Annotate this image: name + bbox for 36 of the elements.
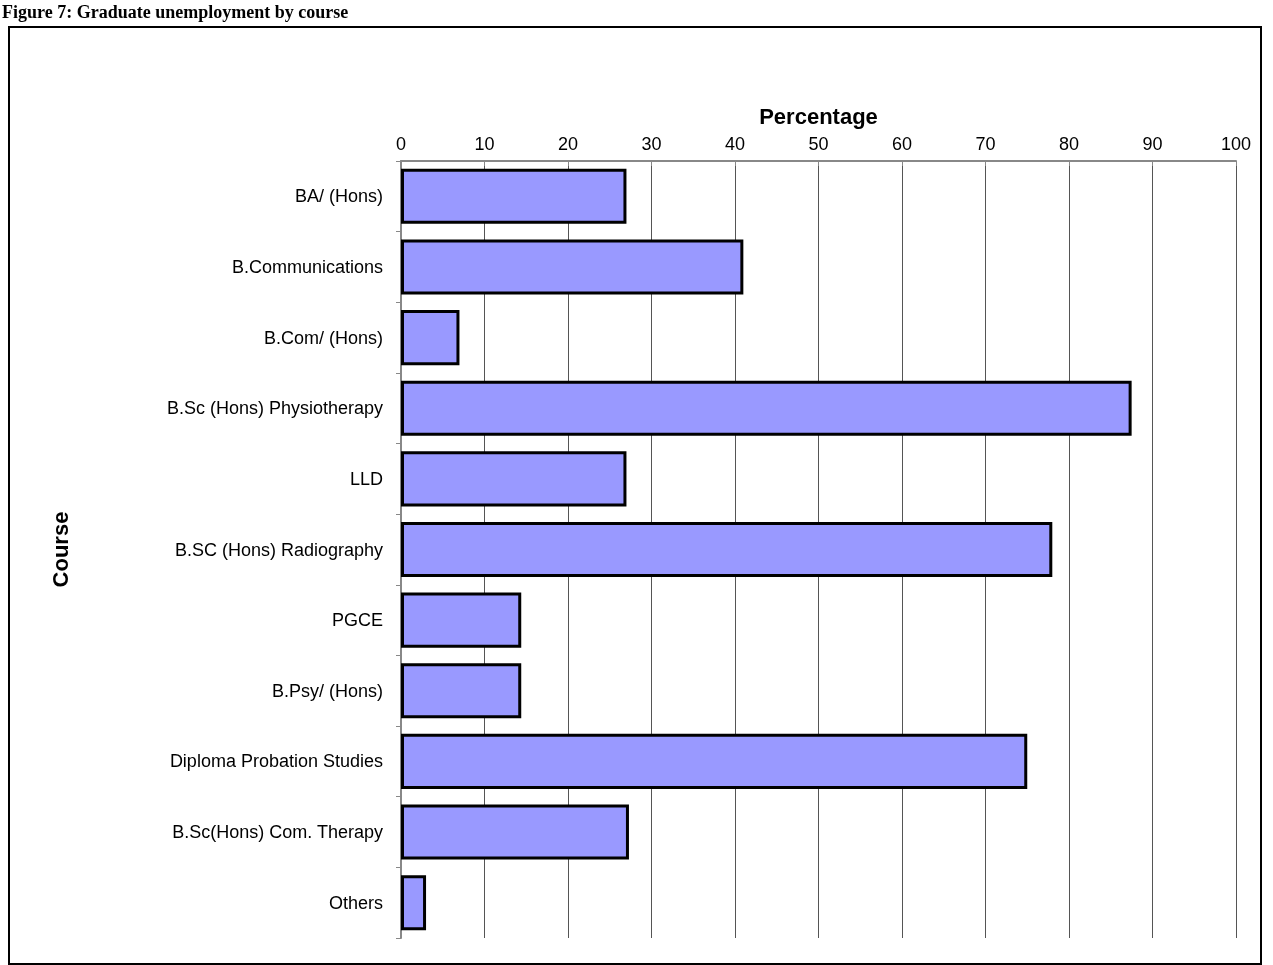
- bar: [401, 875, 427, 931]
- bar: [401, 451, 627, 507]
- x-tick-label: 100: [1220, 134, 1252, 154]
- bar: [401, 521, 1053, 578]
- x-tick-label: 10: [474, 134, 495, 154]
- x-tick-label: 0: [395, 134, 407, 154]
- bar: [401, 592, 522, 648]
- x-tick-label: 20: [557, 134, 579, 154]
- bar: [401, 663, 522, 719]
- bar: [401, 168, 627, 224]
- x-tick-label: 40: [724, 134, 746, 154]
- x-tick-label: 90: [1142, 134, 1163, 154]
- y-tick-label: B.Communications: [231, 256, 383, 277]
- y-tick-label: BA/ (Hons): [294, 186, 383, 207]
- y-tick-label: Diploma Probation Studies: [169, 751, 383, 772]
- x-tick-label: 70: [975, 134, 996, 154]
- bar: [401, 310, 460, 366]
- y-tick-label: B.SC (Hons) Radiography: [174, 539, 383, 560]
- x-tick-label: 80: [1058, 134, 1080, 154]
- y-tick-label: B.Sc(Hons) Com. Therapy: [172, 822, 383, 843]
- y-tick-label: LLD: [349, 468, 383, 489]
- y-tick-label: PGCE: [331, 610, 383, 631]
- x-tick-label: 30: [641, 134, 662, 154]
- y-tick-label: B.Psy/ (Hons): [271, 680, 383, 701]
- y-tick-label: Others: [328, 892, 383, 913]
- x-axis-title: Percentage: [759, 103, 878, 129]
- bar: [401, 239, 744, 295]
- bar: [401, 733, 1028, 789]
- y-axis-title: Course: [47, 511, 73, 588]
- text: Figure 7: Graduate unemployment by course: [2, 2, 349, 22]
- bar: [401, 804, 629, 860]
- y-tick-label: B.Sc (Hons) Physiotherapy: [166, 398, 383, 419]
- x-tick-label: 50: [808, 134, 829, 154]
- y-tick-label: B.Com/ (Hons): [263, 327, 383, 348]
- bar: [401, 380, 1132, 436]
- x-tick-label: 60: [891, 134, 913, 154]
